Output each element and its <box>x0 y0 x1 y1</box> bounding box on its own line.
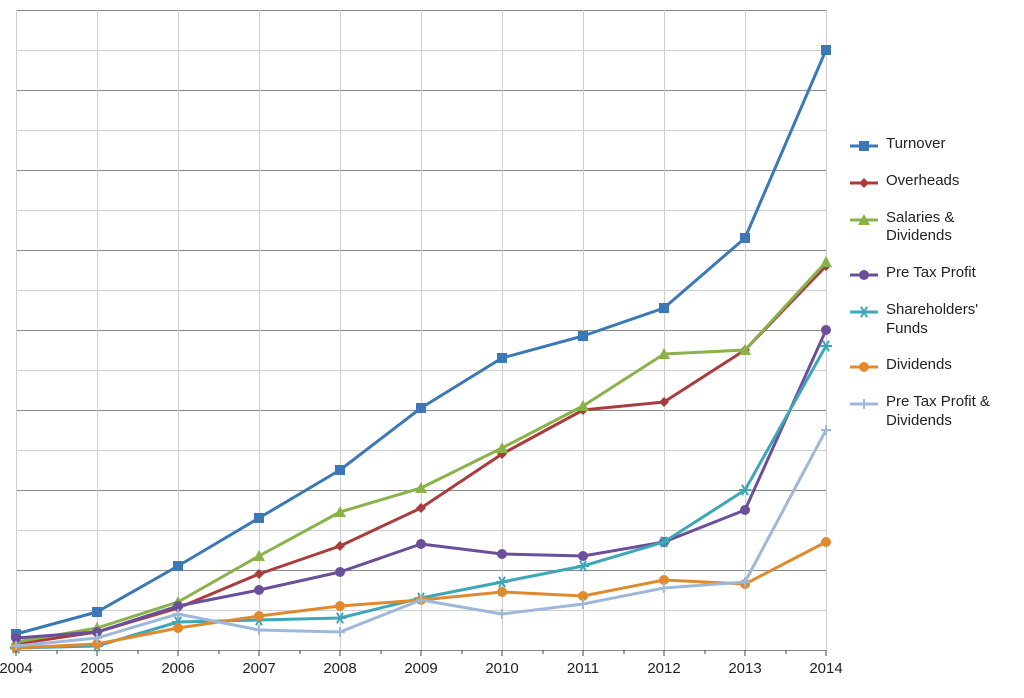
legend-swatch <box>850 397 878 411</box>
x-axis-label: 2008 <box>323 660 356 677</box>
series-marker <box>253 550 265 561</box>
x-axis-tick <box>826 650 827 656</box>
series-marker <box>92 607 102 617</box>
series-marker <box>173 623 183 633</box>
chart-container: 2004 2005 2006 2007 2008 2009 2010 2011 2012 2013… <box>0 0 1024 698</box>
x-axis-minor-tick <box>137 650 138 654</box>
x-axis-tick <box>502 650 503 656</box>
legend-label: Shareholders' Funds <box>886 301 1020 339</box>
x-axis-label: 2013 <box>728 660 761 677</box>
series-marker <box>578 599 588 609</box>
x-axis-tick <box>16 650 17 656</box>
legend-swatch <box>850 268 878 282</box>
plus-icon <box>857 397 871 411</box>
legend-item: Overheads <box>850 172 1020 191</box>
legend-swatch <box>850 176 878 190</box>
legend-swatch <box>850 305 878 319</box>
x-axis-minor-tick <box>704 650 705 654</box>
series-marker <box>821 45 831 55</box>
x-axis-label: 2014 <box>809 660 842 677</box>
series-marker <box>173 561 183 571</box>
x-axis-label: 2012 <box>647 660 680 677</box>
legend-item: Pre Tax Profit & Dividends <box>850 393 1020 431</box>
legend-label: Pre Tax Profit & Dividends <box>886 393 1020 431</box>
x-axis-label: 2004 <box>0 660 33 677</box>
chart-legend: Turnover Overheads Salaries & Dividends Pre… <box>850 135 1020 449</box>
series-marker <box>335 465 345 475</box>
legend-label: Overheads <box>886 172 959 191</box>
series-marker <box>335 627 345 637</box>
x-axis-minor-tick <box>218 650 219 654</box>
x-axis-tick <box>178 650 179 656</box>
series-marker <box>740 505 750 515</box>
series-marker <box>578 331 588 341</box>
legend-swatch <box>850 213 878 227</box>
x-axis-tick <box>97 650 98 656</box>
x-axis-tick <box>340 650 341 656</box>
square-icon <box>857 139 871 153</box>
x-axis-minor-tick <box>380 650 381 654</box>
series-marker <box>497 587 507 597</box>
series-marker <box>254 611 264 621</box>
series-marker <box>335 541 345 551</box>
x-axis-minor-tick <box>785 650 786 654</box>
starburst-icon <box>857 305 871 319</box>
series-marker <box>820 256 832 267</box>
series-marker <box>659 583 669 593</box>
x-axis-tick <box>583 650 584 656</box>
series-marker <box>335 567 345 577</box>
legend-item: Salaries & Dividends <box>850 209 1020 247</box>
series-marker <box>254 585 264 595</box>
circle-icon <box>857 360 871 374</box>
series-marker <box>496 577 508 587</box>
series-marker <box>254 569 264 579</box>
x-axis-minor-tick <box>299 650 300 654</box>
x-axis-label: 2009 <box>404 660 437 677</box>
series-marker <box>659 303 669 313</box>
series-marker <box>497 609 507 619</box>
x-axis-tick <box>421 650 422 656</box>
series-marker <box>416 539 426 549</box>
diamond-icon <box>857 176 871 190</box>
series-marker <box>335 601 345 611</box>
series-marker <box>577 561 589 571</box>
x-axis-minor-tick <box>56 650 57 654</box>
series-marker <box>497 353 507 363</box>
series-marker <box>497 549 507 559</box>
series-marker <box>740 233 750 243</box>
legend-item: Dividends <box>850 356 1020 375</box>
x-axis-label: 2006 <box>161 660 194 677</box>
x-axis-label: 2010 <box>485 660 518 677</box>
legend-label: Dividends <box>886 356 952 375</box>
legend-swatch <box>850 139 878 153</box>
x-axis-tick <box>259 650 260 656</box>
series-marker <box>821 325 831 335</box>
x-axis-label: 2005 <box>80 660 113 677</box>
legend-item: Shareholders' Funds <box>850 301 1020 339</box>
legend-item: Turnover <box>850 135 1020 154</box>
legend-label: Turnover <box>886 135 945 154</box>
legend-label: Pre Tax Profit <box>886 264 976 283</box>
series-marker <box>334 613 346 623</box>
triangle-icon <box>857 213 871 227</box>
series-marker <box>254 625 264 635</box>
x-axis-label: 2007 <box>242 660 275 677</box>
x-axis-label: 2011 <box>567 660 599 677</box>
legend-swatch <box>850 360 878 374</box>
series-marker <box>254 513 264 523</box>
x-axis-minor-tick <box>461 650 462 654</box>
series-marker <box>416 403 426 413</box>
legend-item: Pre Tax Profit <box>850 264 1020 283</box>
x-axis-minor-tick <box>623 650 624 654</box>
legend-label: Salaries & Dividends <box>886 209 1020 247</box>
x-axis-tick <box>664 650 665 656</box>
circle-icon <box>857 268 871 282</box>
series-marker <box>578 551 588 561</box>
x-axis-minor-tick <box>542 650 543 654</box>
x-axis-tick <box>745 650 746 656</box>
series-marker <box>821 537 831 547</box>
